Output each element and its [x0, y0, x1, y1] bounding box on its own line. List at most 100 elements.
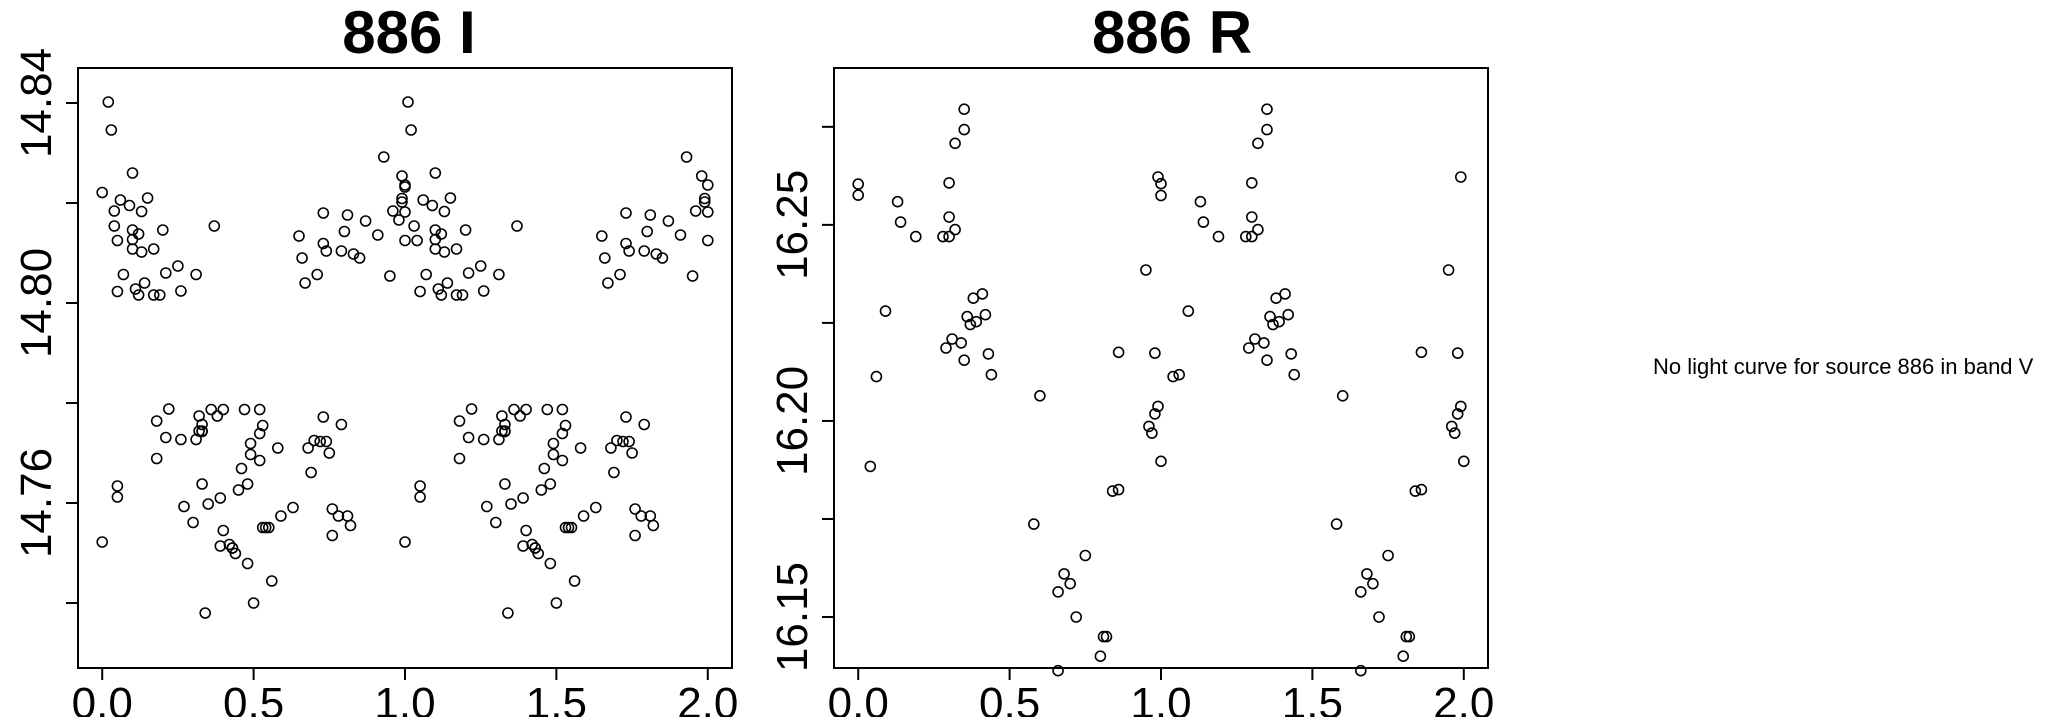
data-point [1182, 305, 1195, 317]
data-point [979, 308, 992, 321]
data-point [353, 252, 366, 264]
x-tick-label: 0.0 [72, 679, 133, 717]
x-tick-label: 2.0 [677, 679, 738, 717]
data-point [111, 480, 124, 492]
data-point [223, 538, 236, 551]
data-point [244, 448, 257, 461]
data-point [426, 199, 439, 212]
data-point [505, 498, 517, 510]
data-point [641, 225, 654, 238]
data-point [674, 229, 687, 241]
data-point [435, 289, 448, 301]
data-point [320, 245, 333, 257]
data-point [1155, 177, 1167, 190]
data-point [444, 192, 457, 204]
data-point [126, 167, 139, 179]
data-point [480, 500, 493, 513]
data-point [462, 431, 475, 444]
data-point [1448, 427, 1461, 439]
y-tick-label: 16.15 [768, 562, 817, 672]
data-point [462, 267, 475, 279]
data-point [226, 542, 239, 554]
data-point [387, 205, 399, 217]
data-point [949, 137, 961, 150]
data-point [1397, 650, 1409, 663]
data-point [323, 447, 336, 459]
data-point [635, 510, 648, 522]
data-point [1079, 549, 1092, 562]
data-point [538, 462, 551, 475]
data-point [1382, 549, 1394, 562]
no-light-curve-message: No light curve for source 886 in band V [1653, 354, 2034, 379]
data-point [958, 103, 971, 115]
data-point [985, 368, 998, 381]
data-point [175, 285, 187, 297]
data-point [698, 192, 711, 205]
data-point [399, 206, 411, 218]
data-point [1458, 455, 1470, 468]
data-point [132, 289, 145, 301]
data-point [1261, 354, 1273, 367]
data-point [1194, 195, 1207, 208]
data-point [909, 230, 922, 243]
data-point [265, 575, 278, 587]
data-point [940, 342, 952, 354]
data-point [287, 501, 299, 514]
x-tick-label: 1.0 [1130, 679, 1191, 717]
data-point [229, 547, 242, 560]
data-point [1252, 137, 1264, 150]
data-point [414, 285, 426, 298]
data-points [852, 103, 1470, 677]
data-point [232, 484, 245, 496]
data-point [589, 501, 602, 514]
data-point [96, 186, 108, 199]
data-point [1264, 310, 1276, 323]
data-point [1288, 368, 1300, 381]
data-point [620, 207, 632, 219]
data-point [108, 220, 121, 232]
data-point [111, 234, 124, 247]
data-point [256, 419, 269, 432]
data-point [1282, 308, 1294, 321]
data-point [138, 277, 151, 289]
data-point [465, 403, 478, 415]
data-point [574, 442, 587, 454]
plot-frame [833, 67, 1489, 669]
data-point [108, 205, 121, 217]
data-point [949, 223, 961, 236]
y-tick-label: 14.84 [12, 48, 61, 158]
data-point [147, 243, 160, 255]
plot-frame [77, 67, 733, 669]
data-point [335, 245, 348, 257]
data-point [196, 425, 208, 437]
data-point [689, 205, 702, 217]
data-point [620, 411, 632, 423]
data-point [1034, 389, 1046, 402]
data-point [271, 442, 284, 454]
data-point [544, 478, 557, 490]
data-point [511, 220, 523, 232]
data-point [565, 521, 578, 534]
data-point [129, 283, 142, 295]
data-point [891, 195, 904, 208]
data-point [852, 178, 865, 190]
data-point [117, 268, 130, 281]
data-point [253, 403, 266, 416]
data-point [520, 403, 532, 416]
data-point [477, 285, 490, 297]
data-point [338, 225, 351, 238]
y-axis: 16.15 16.20 16.25 [768, 125, 834, 672]
data-point [605, 442, 617, 454]
data-point [1246, 211, 1258, 223]
data-point [384, 270, 396, 282]
data-point [438, 246, 451, 258]
data-point [650, 248, 663, 260]
data-point [629, 529, 641, 542]
x-tick-label: 1.0 [374, 679, 435, 717]
data-points [96, 96, 714, 619]
data-point [852, 189, 865, 201]
data-point [317, 411, 330, 423]
data-point [459, 224, 472, 236]
data-point [187, 516, 199, 529]
data-point [111, 491, 124, 503]
